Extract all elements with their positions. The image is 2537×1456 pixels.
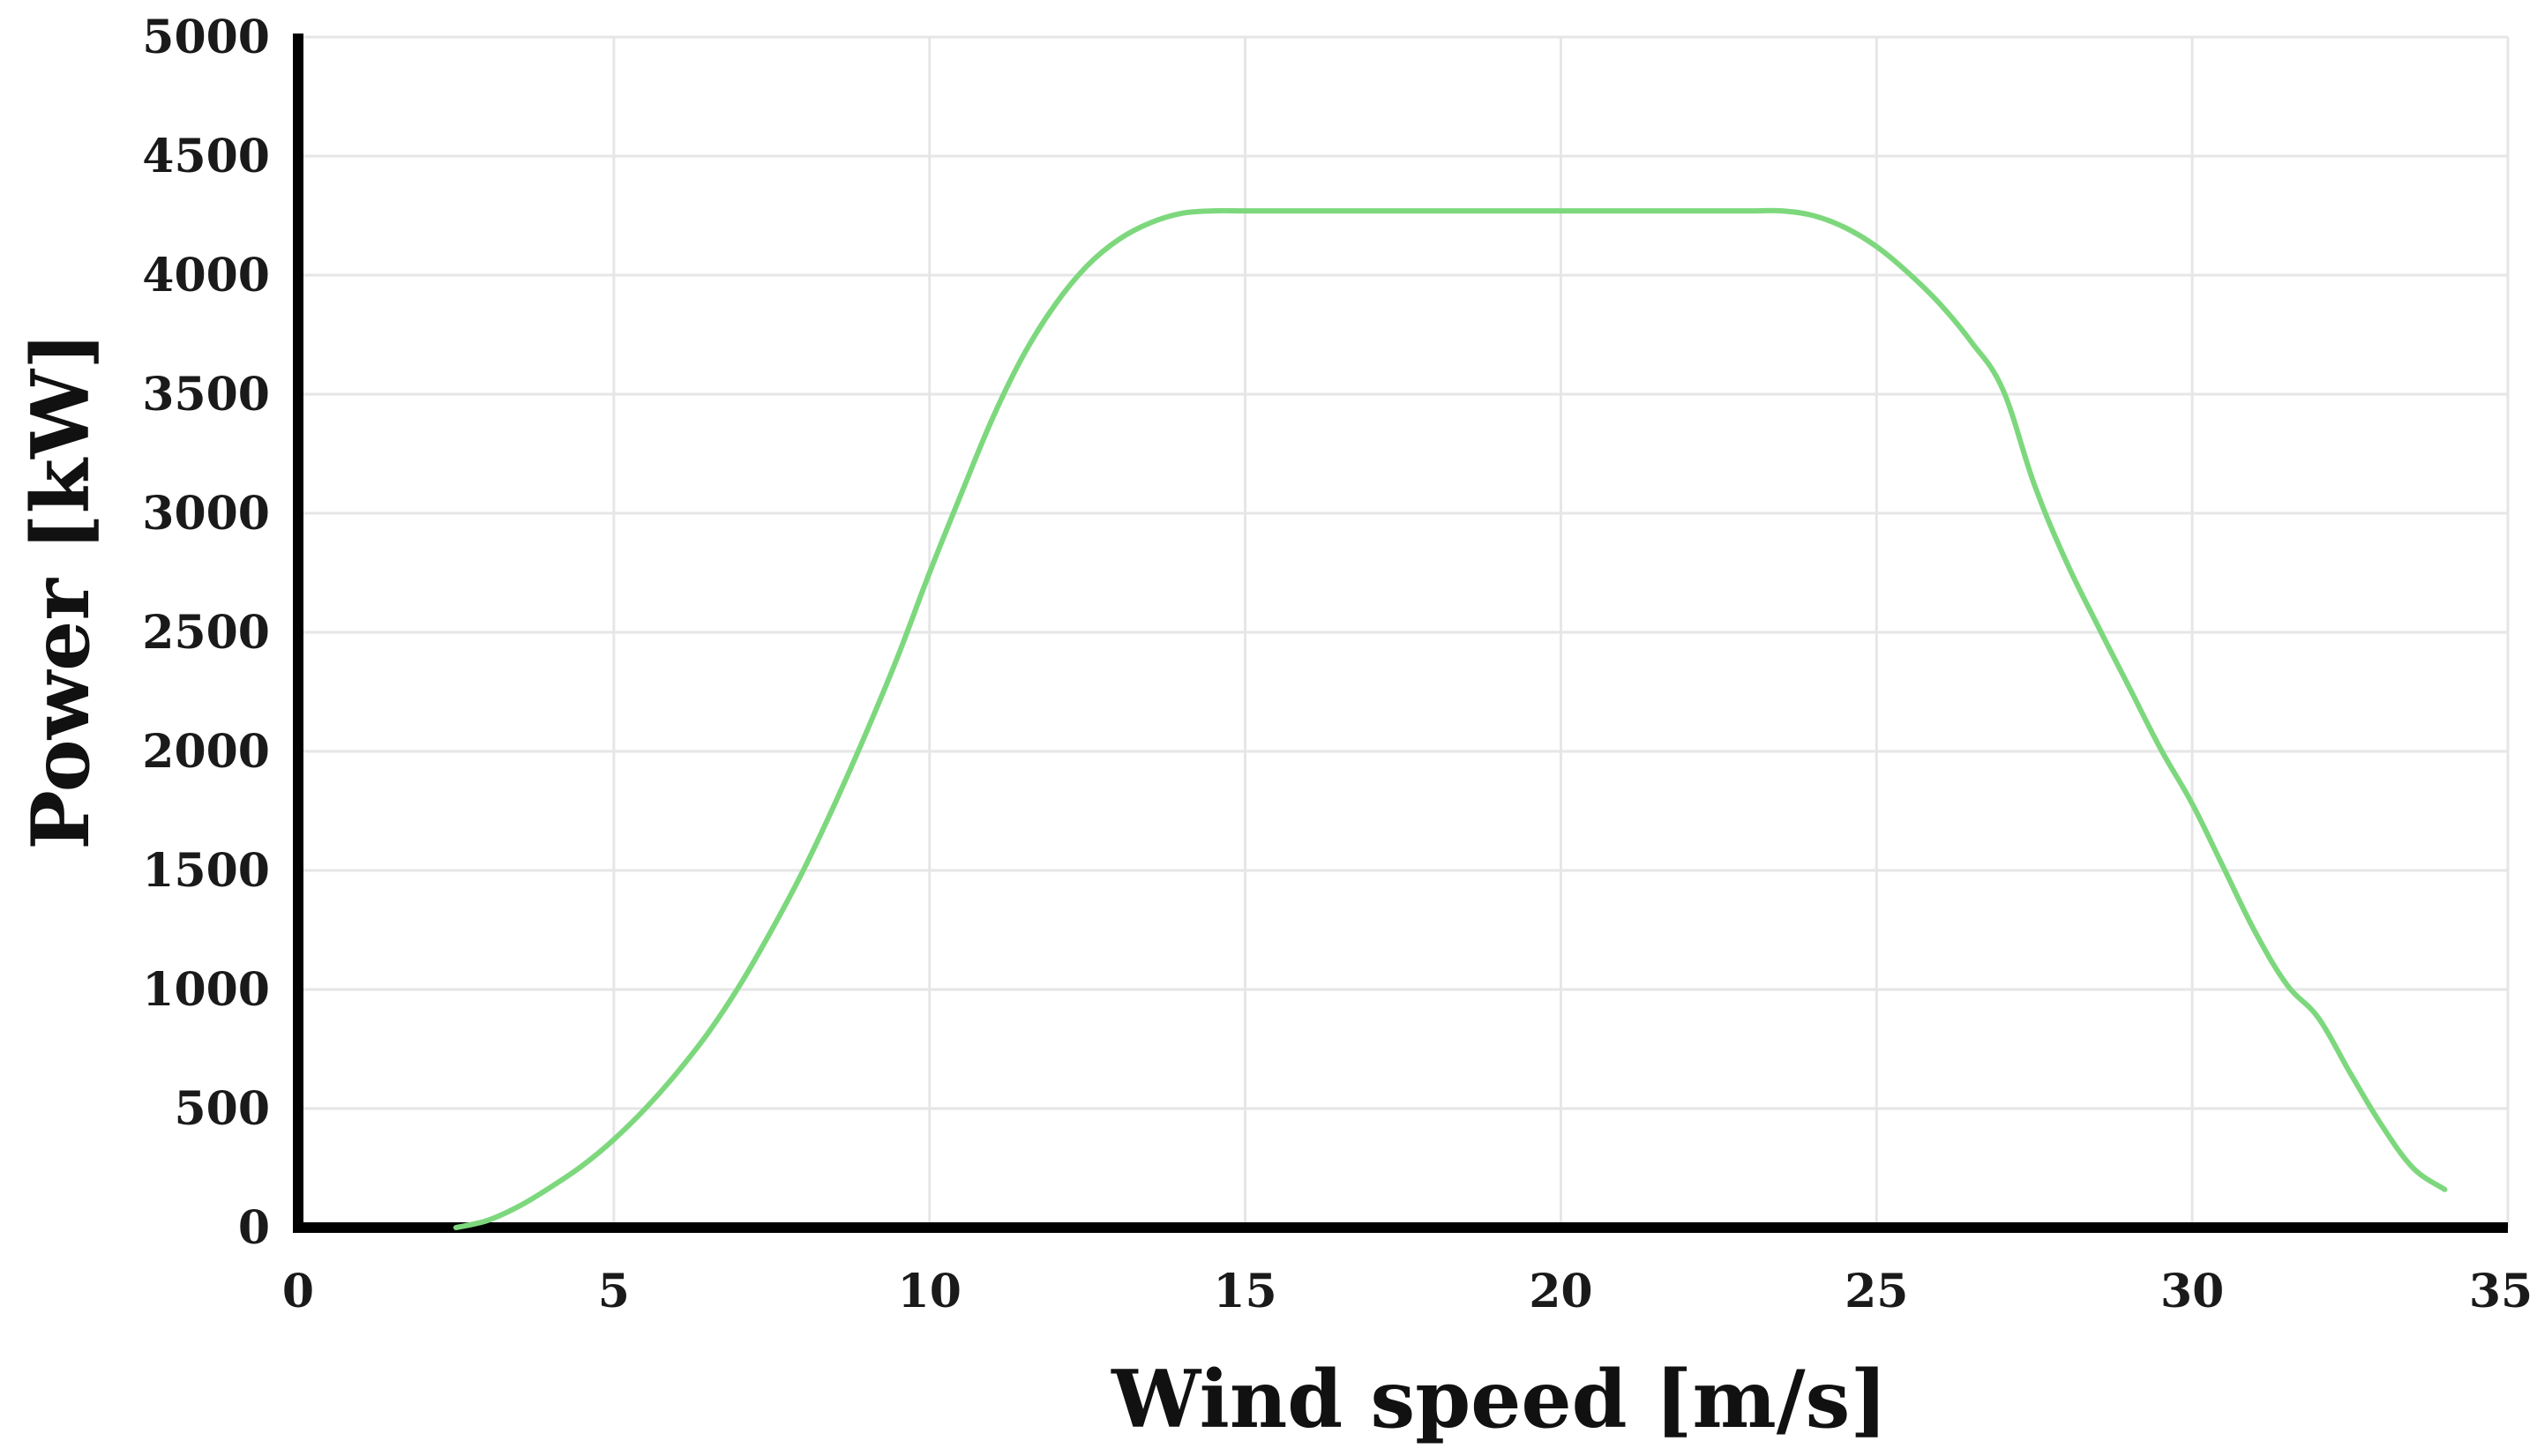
y-tick-labels: 0 500 1000 1500 2000 2500 3000 3500 4000 4500 5000 (142, 11, 270, 1255)
x-tick-label: 30 (2160, 1265, 2224, 1318)
y-tick-label: 2000 (142, 725, 270, 779)
axes (293, 34, 2508, 1233)
x-tick-label: 20 (1529, 1265, 1592, 1318)
x-tick-labels: 0 5 10 15 20 25 30 35 (282, 1265, 2533, 1318)
y-axis-title: Power [kW] (14, 332, 108, 849)
x-tick-label: 25 (1845, 1265, 1908, 1318)
y-tick-label: 3000 (142, 487, 270, 541)
x-tick-label: 35 (2469, 1265, 2533, 1318)
y-tick-label: 4500 (142, 130, 270, 183)
y-tick-label: 5000 (142, 11, 270, 64)
x-tick-label: 10 (898, 1265, 962, 1318)
y-tick-label: 1000 (142, 963, 270, 1017)
y-tick-label: 500 (174, 1082, 270, 1136)
power-series-line (453, 207, 2448, 1230)
y-tick-label: 4000 (142, 249, 270, 302)
grid (298, 35, 2510, 1228)
y-tick-label: 3500 (142, 368, 270, 422)
y-tick-label: 1500 (142, 844, 270, 898)
x-tick-label: 0 (282, 1265, 314, 1318)
series-layer (453, 207, 2448, 1230)
x-tick-label: 15 (1213, 1265, 1276, 1318)
y-tick-label: 2500 (142, 606, 270, 660)
y-tick-label: 0 (238, 1201, 270, 1255)
x-tick-label: 5 (598, 1265, 630, 1318)
x-axis-title: Wind speed [m/s] (1111, 1353, 1888, 1446)
